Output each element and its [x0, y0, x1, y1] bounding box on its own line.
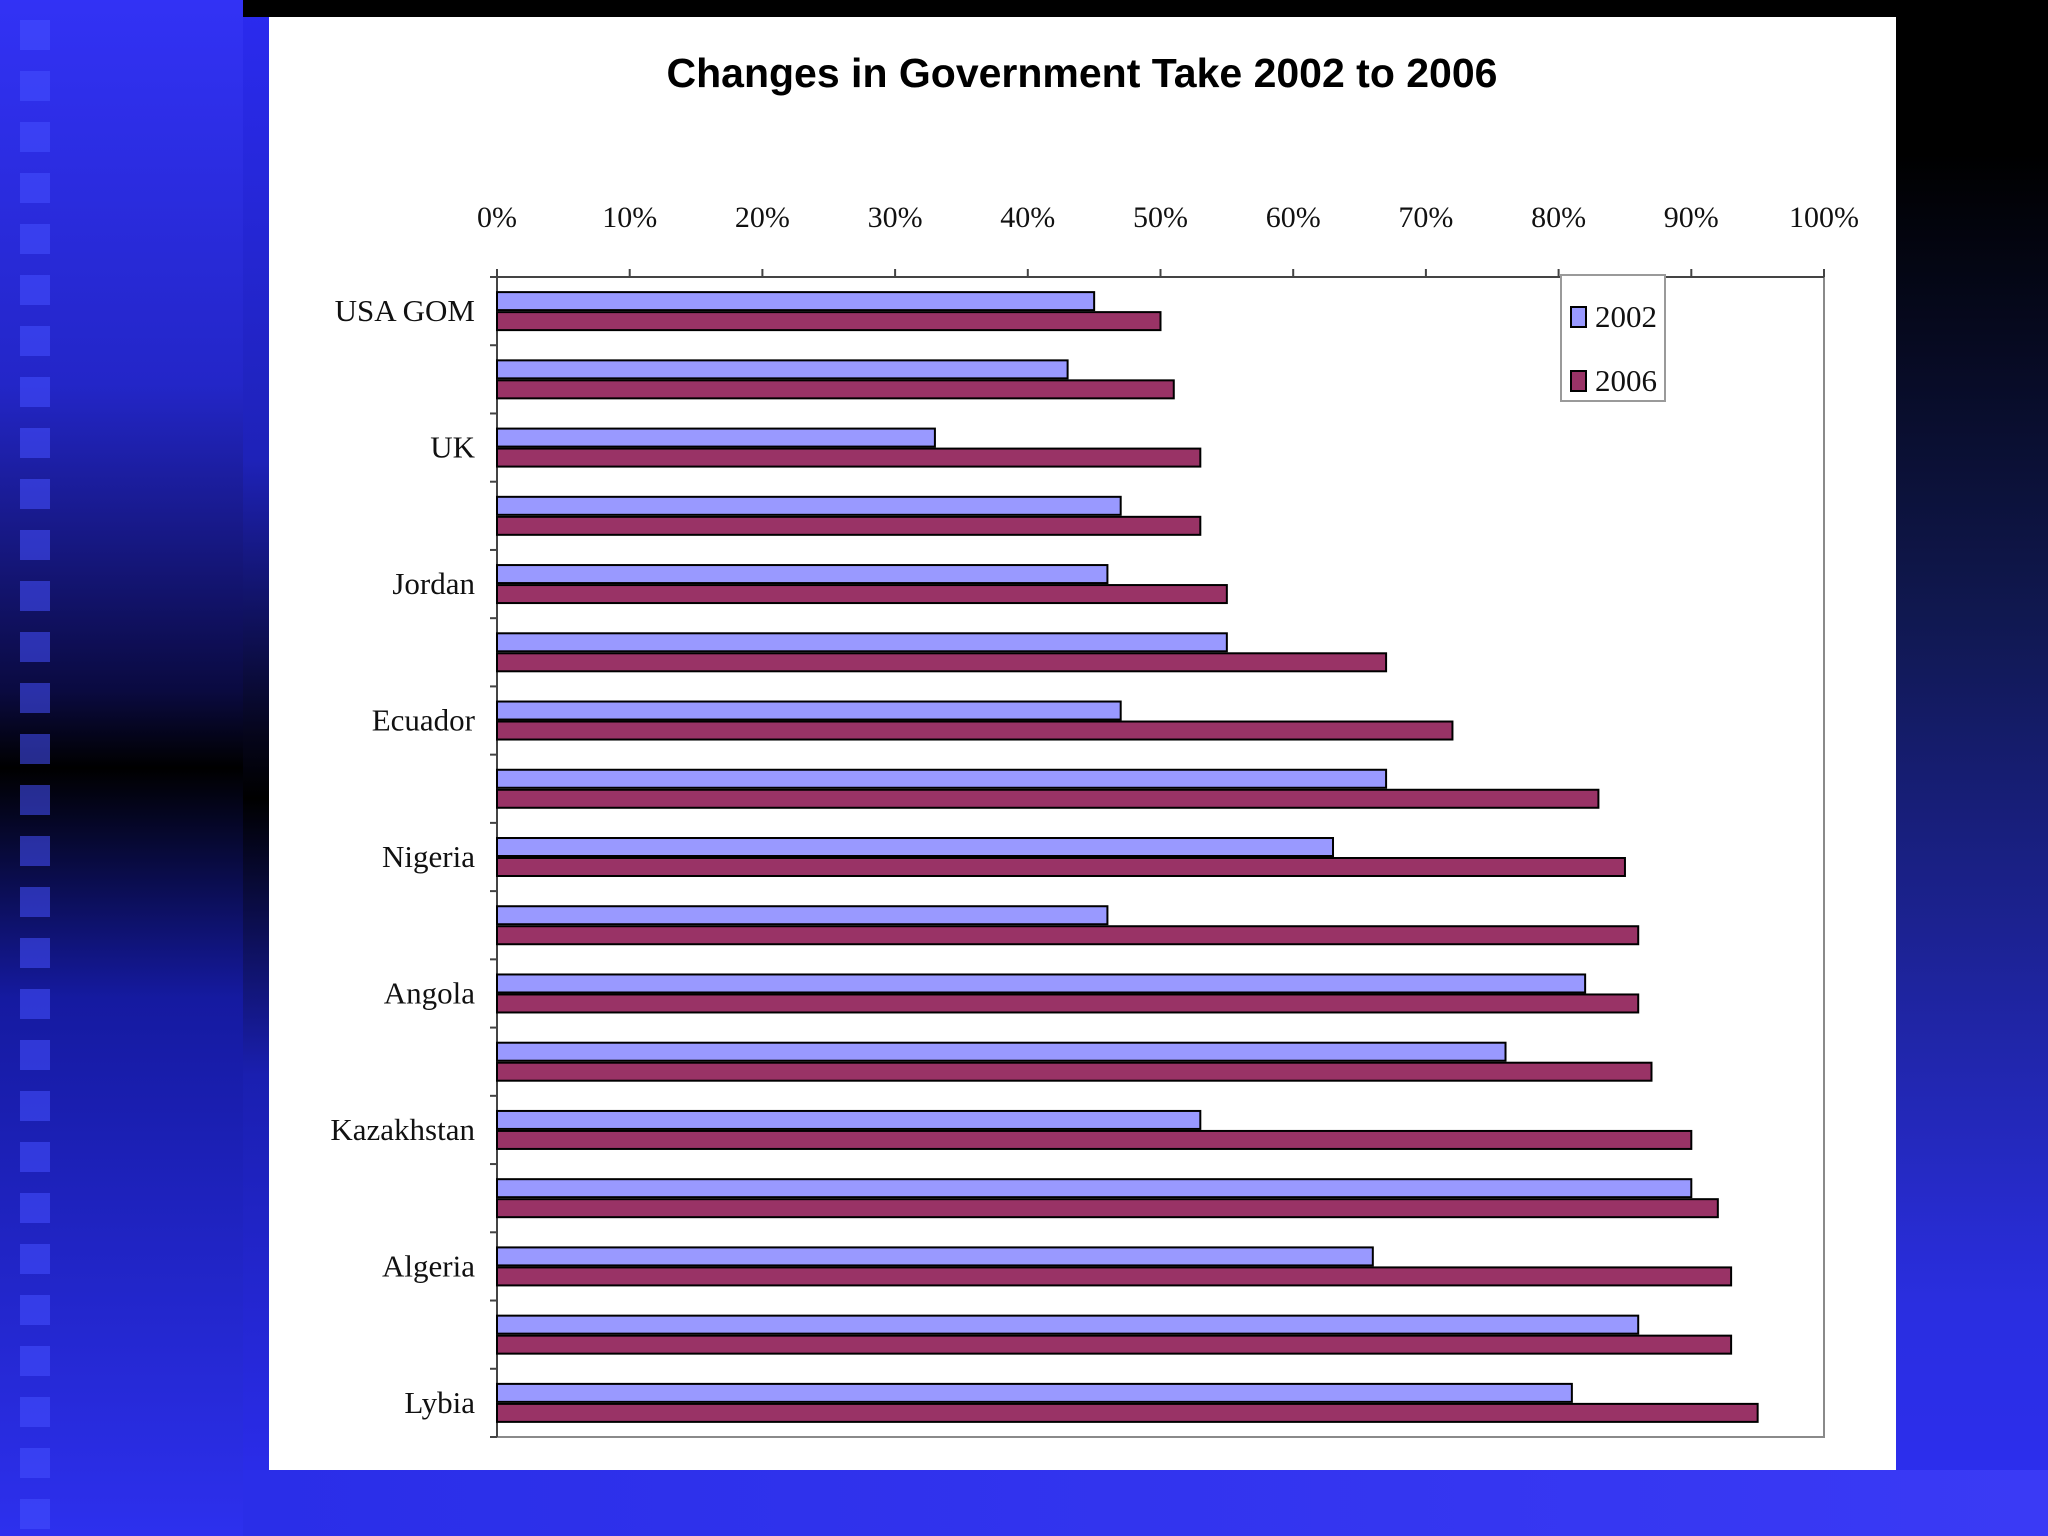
bar-2006-unlabeled-7	[496, 788, 1600, 809]
decorative-square	[20, 734, 50, 764]
decorative-square	[20, 836, 50, 866]
bar-2002-algeria	[496, 1246, 1374, 1267]
bar-2002-usa-gom	[496, 291, 1096, 312]
decorative-square	[20, 887, 50, 917]
category-label: Nigeria	[382, 839, 475, 874]
decorative-bottom-band	[243, 1470, 2048, 1536]
bar-2006-unlabeled-15	[496, 1334, 1733, 1355]
chart-title: Changes in Government Take 2002 to 2006	[667, 50, 1498, 96]
bar-2006-unlabeled-1	[496, 379, 1175, 400]
decorative-square	[20, 428, 50, 458]
decorative-square	[20, 1448, 50, 1478]
x-tick-label: 60%	[1266, 201, 1321, 234]
bar-2006-unlabeled-9	[496, 925, 1640, 946]
decorative-square	[20, 20, 50, 50]
decorative-square	[20, 1091, 50, 1121]
decorative-square	[20, 71, 50, 101]
x-tick-label: 80%	[1531, 201, 1586, 234]
bar-2002-unlabeled-15	[496, 1314, 1640, 1335]
bar-chart: Changes in Government Take 2002 to 2006 …	[330, 50, 1859, 1438]
category-label: UK	[430, 430, 475, 465]
bar-2006-nigeria	[496, 857, 1626, 877]
category-label: Lybia	[404, 1385, 475, 1420]
decorative-square	[20, 326, 50, 356]
bar-2006-lybia	[496, 1402, 1759, 1423]
x-tick-label: 70%	[1398, 201, 1453, 234]
decorative-square	[20, 275, 50, 305]
bar-2006-unlabeled-13	[496, 1198, 1719, 1219]
category-label: Angola	[384, 975, 476, 1010]
decorative-square	[20, 1295, 50, 1325]
category-label: Ecuador	[372, 703, 476, 738]
chart-panel: Changes in Government Take 2002 to 2006 …	[269, 17, 1896, 1470]
bar-2006-ecuador	[496, 720, 1454, 741]
bar-2002-unlabeled-3	[496, 495, 1122, 516]
bar-2002-unlabeled-1	[496, 359, 1069, 380]
bar-2006-uk	[496, 447, 1202, 468]
decorative-square	[20, 1244, 50, 1274]
category-label: Kazakhstan	[330, 1112, 475, 1147]
decorative-square	[20, 224, 50, 254]
category-label: Jordan	[392, 566, 475, 601]
bar-2006-unlabeled-11	[496, 1061, 1653, 1082]
bar-2006-algeria	[496, 1266, 1733, 1287]
decorative-square	[20, 785, 50, 815]
decorative-square	[20, 632, 50, 662]
decorative-square	[20, 122, 50, 152]
bar-2002-nigeria	[496, 837, 1335, 857]
bar-2002-jordan	[496, 564, 1109, 585]
legend-swatch-2006	[1570, 370, 1587, 392]
x-tick-label: 50%	[1133, 201, 1188, 234]
decorative-square	[20, 530, 50, 560]
bar-2002-unlabeled-9	[496, 905, 1109, 926]
bar-2002-kazakhstan	[496, 1109, 1202, 1130]
decorative-square	[20, 377, 50, 407]
bar-2002-uk	[496, 427, 936, 448]
bar-2002-ecuador	[496, 700, 1122, 721]
bar-2002-unlabeled-11	[496, 1041, 1507, 1062]
x-tick-label: 30%	[868, 201, 923, 234]
decorative-square	[20, 1499, 50, 1529]
decorative-square	[20, 1142, 50, 1172]
bar-2002-angola	[496, 973, 1587, 994]
legend-label-2006: 2006	[1595, 363, 1657, 398]
decorative-square	[20, 1346, 50, 1376]
decorative-square	[20, 989, 50, 1019]
bar-2006-usa-gom	[496, 311, 1162, 332]
x-tick-label: 20%	[735, 201, 790, 234]
decorative-square	[20, 938, 50, 968]
bar-2002-unlabeled-5	[496, 632, 1228, 653]
category-label: Algeria	[382, 1248, 475, 1283]
bar-2006-kazakhstan	[496, 1129, 1693, 1150]
decorative-right-band	[1896, 0, 2048, 1536]
decorative-square	[20, 581, 50, 611]
decorative-square	[20, 173, 50, 203]
x-tick-label: 10%	[602, 201, 657, 234]
x-tick-label: 90%	[1664, 201, 1719, 234]
x-tick-label: 40%	[1000, 201, 1055, 234]
bar-2002-unlabeled-7	[496, 768, 1388, 789]
bar-2006-unlabeled-3	[496, 515, 1202, 536]
category-label: USA GOM	[335, 293, 475, 328]
decorative-square	[20, 1040, 50, 1070]
x-tick-label: 100%	[1789, 201, 1859, 234]
legend-label-2002: 2002	[1595, 299, 1657, 334]
bar-2002-lybia	[496, 1382, 1573, 1403]
bar-2006-jordan	[496, 584, 1228, 605]
decorative-square	[20, 479, 50, 509]
decorative-square	[20, 683, 50, 713]
decorative-left-strip	[0, 0, 243, 1536]
plot-area: 0% 10% 20% 30% 40% 50% 60% 70% 80% 90% 100% USA GOM…	[330, 201, 1859, 1438]
bar-2006-unlabeled-5	[496, 652, 1388, 673]
bar-2006-angola	[496, 993, 1640, 1014]
decorative-square	[20, 1397, 50, 1427]
bar-2002-unlabeled-13	[496, 1178, 1693, 1199]
legend-swatch-2002	[1570, 306, 1587, 328]
decorative-top-band	[243, 0, 1896, 17]
x-tick-label: 0%	[477, 201, 517, 234]
decorative-square	[20, 1193, 50, 1223]
